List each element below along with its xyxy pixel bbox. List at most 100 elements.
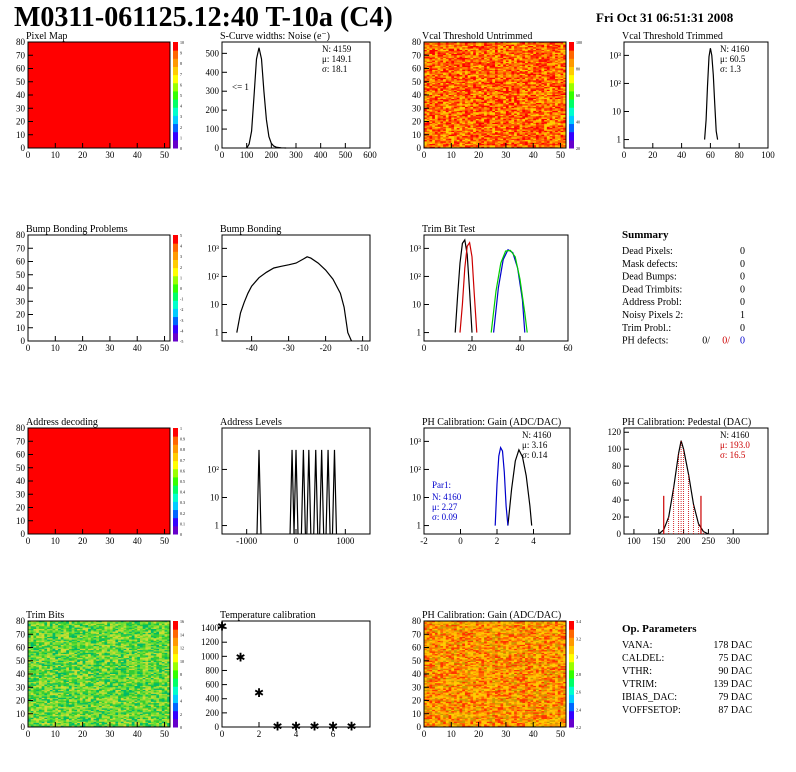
heatmap-cell (475, 121, 479, 124)
heatmap-cell (467, 145, 471, 147)
heatmap-cell (437, 93, 441, 96)
heatmap-cell (448, 144, 452, 146)
heatmap-cell (508, 142, 512, 145)
heatmap-cell (475, 141, 479, 143)
heatmap-cell (445, 133, 449, 136)
heatmap-cell (519, 69, 523, 72)
heatmap-cell (511, 142, 515, 145)
heatmap-cell (424, 122, 428, 125)
heatmap-cell (437, 128, 441, 130)
heatmap-cell (437, 88, 441, 90)
heatmap-cell (445, 124, 449, 126)
heatmap-cell (459, 138, 463, 141)
x-tick-label: 40 (529, 150, 539, 160)
heatmap-cell (445, 63, 449, 65)
heatmap-cell (505, 146, 509, 149)
heatmap-cell (473, 69, 477, 72)
heatmap-cell (440, 44, 444, 47)
heatmap-fill (28, 428, 170, 534)
heatmap-cell (478, 89, 482, 92)
heatmap-cell (511, 106, 515, 109)
heatmap-cell (475, 126, 479, 129)
heatmap-cell (505, 129, 509, 132)
heatmap-cell (508, 77, 512, 80)
heatmap-cell (516, 91, 520, 93)
heatmap-cell (451, 112, 455, 114)
heatmap-cell (448, 108, 452, 110)
heatmap-cell (451, 138, 455, 141)
heatmap-cell (432, 92, 436, 94)
heatmap-cell (429, 142, 433, 145)
heatmap-cell (514, 44, 518, 47)
heatmap-cell (522, 43, 526, 45)
heatmap-cell (492, 75, 496, 77)
heatmap-cell (467, 129, 471, 132)
heatmap-cell (445, 80, 449, 83)
heatmap-cell (440, 133, 444, 136)
heatmap-cell (522, 80, 526, 83)
heatmap-cell (451, 132, 455, 134)
palette-label: 10 (180, 40, 184, 45)
heatmap-cell (516, 114, 520, 117)
heatmap-cell (511, 129, 515, 132)
heatmap-cell (429, 132, 433, 134)
heatmap-cell (437, 73, 441, 76)
heatmap-cell (434, 64, 438, 67)
heatmap-cell (437, 116, 441, 118)
heatmap-cell (448, 76, 452, 79)
heatmap-cell (451, 134, 455, 137)
heatmap-cell (451, 93, 455, 96)
heatmap-cell (464, 85, 468, 88)
heatmap-cell (484, 83, 488, 85)
heatmap-cell (445, 67, 449, 69)
heatmap-cell (475, 146, 479, 149)
heatmap-cell (511, 140, 515, 142)
heatmap-cell (448, 117, 452, 120)
heatmap-cell (495, 100, 499, 102)
heatmap-cell (519, 68, 523, 71)
heatmap-cell (475, 72, 479, 75)
heatmap-cell (462, 69, 466, 72)
heatmap-cell (508, 138, 512, 141)
heatmap-cell (462, 109, 466, 112)
heatmap-cell (478, 108, 482, 110)
heatmap-cell (500, 117, 504, 120)
heatmap-cell (470, 80, 474, 83)
heatmap-cell (503, 110, 507, 113)
heatmap-cell (459, 95, 463, 97)
heatmap-cell (500, 87, 504, 89)
heatmap-cell (470, 43, 474, 45)
heatmap-cell (459, 132, 463, 134)
heatmap-cell (475, 64, 479, 67)
heatmap-cell (454, 67, 458, 69)
heatmap-cell (500, 142, 504, 145)
heatmap-cell (481, 124, 485, 126)
heatmap-cell (489, 110, 493, 113)
heatmap-cell (486, 132, 490, 134)
heatmap-cell (448, 105, 452, 108)
heatmap-cell (481, 121, 485, 124)
heatmap-cell (525, 68, 529, 71)
heatmap-cell (514, 81, 518, 84)
heatmap-cell (503, 98, 507, 101)
heatmap-cell (527, 72, 531, 75)
heatmap-cell (454, 134, 458, 137)
chart-title: Vcal Threshold Trimmed (622, 31, 723, 42)
heatmap-cell (525, 122, 529, 125)
heatmap-cell (486, 112, 490, 114)
heatmap-cell (508, 47, 512, 49)
heatmap-cell (448, 110, 452, 113)
level-spike (325, 449, 331, 535)
heatmap-cell (503, 84, 507, 87)
heatmap-cell (503, 43, 507, 45)
heatmap-cell (508, 89, 512, 92)
heatmap-cell (508, 85, 512, 88)
heatmap-cell (500, 110, 504, 113)
heatmap-cell (489, 51, 493, 53)
heatmap-cell (448, 77, 452, 80)
heatmap-cell (489, 43, 493, 45)
heatmap-cell (448, 73, 452, 76)
heatmap-cell (527, 47, 531, 49)
heatmap-cell (473, 63, 477, 65)
heatmap-cell (497, 129, 501, 132)
